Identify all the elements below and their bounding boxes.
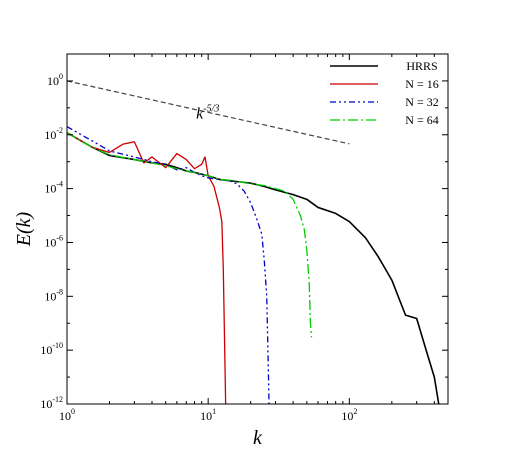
x-tick-label: 102 — [341, 407, 357, 423]
legend-label: N = 64 — [405, 113, 438, 127]
legend-label: N = 16 — [405, 77, 438, 91]
series-line-n-16 — [66, 132, 227, 405]
y-tick-label-base: 10 — [44, 128, 56, 142]
y-tick-label-exponent: -4 — [56, 180, 63, 189]
x-tick-label-exponent: 0 — [71, 407, 75, 416]
y-tick-label-exponent: -12 — [52, 395, 63, 404]
y-tick-label-exponent: -2 — [56, 126, 63, 135]
y-tick-label-base: 10 — [44, 182, 56, 196]
plot-frame — [66, 53, 449, 405]
y-tick-label: 10-4 — [44, 180, 63, 196]
slope-reference-line — [66, 80, 350, 145]
y-tick-label: 10-6 — [44, 233, 63, 249]
y-tick-label: 10-10 — [40, 341, 63, 357]
y-tick-label-base: 10 — [40, 397, 52, 411]
slope-annotation: k-5/3 — [196, 104, 219, 123]
x-tick-label: 101 — [200, 407, 216, 423]
slope-annotation-base: k — [196, 106, 204, 123]
x-tick-label-exponent: 2 — [353, 407, 357, 416]
x-tick-label-base: 10 — [59, 409, 71, 423]
series-line-n-64 — [66, 132, 313, 338]
x-axis-title: k — [253, 427, 263, 449]
y-tick-label-exponent: 0 — [59, 72, 63, 81]
x-tick-label-base: 10 — [200, 409, 212, 423]
x-tick-label-base: 10 — [341, 409, 353, 423]
plot-area — [67, 54, 448, 404]
x-tick-label-exponent: 1 — [212, 407, 216, 416]
y-tick-label: 10-2 — [44, 126, 63, 142]
legend-label: N = 32 — [405, 95, 438, 109]
legend-label: HRRS — [406, 59, 437, 73]
y-tick-label: 10-12 — [40, 395, 63, 411]
y-tick-label: 10-8 — [44, 287, 63, 303]
x-tick-label: 100 — [59, 407, 75, 423]
slope-annotation-exponent: -5/3 — [203, 104, 219, 115]
y-tick-label-base: 10 — [47, 74, 59, 88]
y-axis-title: E(k) — [13, 211, 35, 247]
y-tick-label-base: 10 — [44, 235, 56, 249]
y-tick-label: 100 — [47, 72, 63, 88]
y-tick-label-exponent: -8 — [56, 287, 63, 296]
y-tick-label-exponent: -10 — [52, 341, 63, 350]
y-tick-label-base: 10 — [40, 343, 52, 357]
y-tick-label-exponent: -6 — [56, 233, 63, 242]
y-tick-label-base: 10 — [44, 289, 56, 303]
